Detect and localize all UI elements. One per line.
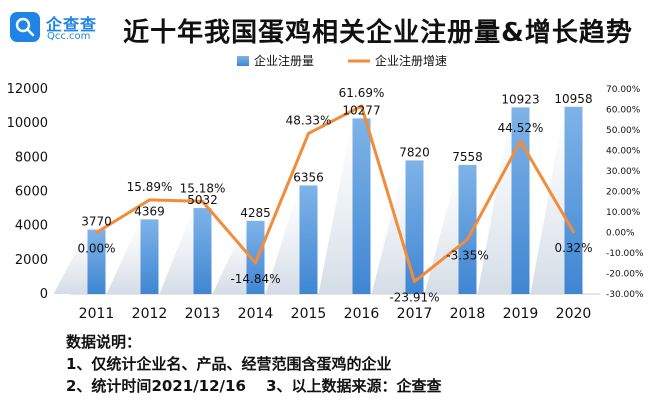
logo-mark-icon [10, 12, 40, 42]
growth-value-label: -14.84% [230, 272, 280, 286]
x-tick-label: 2018 [450, 306, 486, 322]
legend-bar-label: 企业注册量 [254, 53, 314, 68]
growth-value-label: -23.91% [389, 291, 439, 305]
y-left-tick-label: 10000 [7, 116, 48, 131]
y-right-tick-label: 10.00% [606, 208, 641, 218]
y-right-tick-label: 70.00% [606, 85, 641, 95]
bar-shadow [371, 160, 406, 294]
chart-title: 近十年我国蛋鸡相关企业注册量&增长趋势 [123, 18, 633, 48]
data-notes: 数据说明： 1、仅统计企业名、产品、经营范围含蛋鸡的企业 2、统计时间2021/… [66, 331, 442, 397]
growth-point [307, 131, 310, 135]
bar-value-label: 10277 [342, 103, 380, 117]
y-right-tick-label: 0.00% [606, 229, 635, 239]
bar-value-label: 5032 [187, 193, 218, 207]
notes-line-2: 2、统计时间2021/12/16 3、以上数据来源：企查查 [66, 377, 442, 395]
bar [511, 107, 530, 295]
x-tick-label: 2020 [556, 306, 592, 322]
bar-shadow [477, 107, 512, 295]
y-right-tick-label: -20.00% [606, 270, 644, 280]
x-tick-label: 2017 [397, 306, 433, 322]
logo-name-en: Qcc.com [47, 31, 91, 42]
legend: 企业注册量 企业注册增速 [237, 53, 447, 68]
y-left-tick-label: 4000 [15, 219, 48, 234]
y-left-tick-label: 0 [40, 287, 48, 302]
growth-point [201, 199, 204, 203]
growth-value-label: -3.35% [446, 248, 488, 262]
bar [299, 185, 318, 294]
bar [140, 219, 159, 294]
y-right-tick-label: -30.00% [606, 290, 644, 300]
data-labels: 3770 4369 5032 4285 6356 10277 7820 7558 10923 10… [77, 86, 592, 304]
growth-value-label: 15.18% [180, 181, 226, 195]
growth-point [466, 237, 469, 241]
y-right-tick-label: 30.00% [606, 167, 641, 177]
x-tick-label: 2014 [238, 306, 274, 322]
bar-shadow [265, 185, 300, 294]
bar-value-label: 10958 [554, 92, 592, 106]
bar-value-label: 7558 [452, 150, 483, 164]
bar-shadow [318, 118, 353, 294]
bar-shadow [530, 106, 565, 294]
growth-value-label: 44.52% [498, 121, 544, 135]
x-tick-label: 2015 [291, 306, 327, 322]
y-right-tick-label: -10.00% [606, 249, 644, 259]
legend-bar-swatch [237, 56, 249, 66]
line-series [95, 104, 575, 284]
growth-value-label: 61.69% [339, 86, 385, 100]
x-tick-label: 2016 [344, 306, 380, 322]
bar [246, 220, 265, 294]
growth-value-label: 48.33% [286, 113, 332, 127]
x-tick-label: 2013 [185, 306, 221, 322]
growth-value-label: 0.00% [77, 242, 115, 256]
x-tick-label: 2019 [503, 306, 539, 322]
y-left-tick-label: 12000 [7, 82, 48, 97]
bar [458, 164, 477, 294]
growth-point [519, 139, 522, 143]
logo-name-cn: 企查查 [46, 15, 98, 34]
bar-shadow [424, 164, 459, 294]
y-right-tick-label: 60.00% [606, 106, 641, 116]
growth-line [95, 104, 575, 284]
growth-value-label: 0.32% [554, 241, 592, 255]
growth-point [148, 198, 151, 202]
legend-line-label: 企业注册增速 [375, 53, 447, 68]
y-right-tick-label: 40.00% [606, 147, 641, 157]
y-right-tick-label: 50.00% [606, 126, 641, 136]
bar [564, 106, 583, 294]
brand-logo: 企查查 Qcc.com [10, 10, 110, 46]
bar [193, 208, 212, 294]
bar-shadow [159, 208, 194, 294]
growth-point [360, 104, 363, 108]
bar-value-label: 4369 [134, 204, 165, 218]
growth-point [95, 231, 98, 234]
y-right-tick-label: 20.00% [606, 188, 641, 198]
bar-shadow [106, 219, 141, 294]
y-left-tick-label: 6000 [15, 185, 48, 200]
x-tick-label: 2012 [132, 306, 168, 322]
bar [87, 229, 106, 294]
chart-svg: 企业注册量 企业注册增速 0 2000 4000 6000 8000 10000 12000 7… [7, 53, 644, 322]
growth-value-label: 15.89% [127, 180, 173, 194]
growth-point [572, 230, 575, 234]
bar-value-label: 10923 [501, 92, 539, 106]
growth-point [413, 280, 416, 284]
y-left-tick-label: 2000 [15, 253, 48, 268]
bar [405, 160, 424, 294]
notes-heading: 数据说明： [66, 333, 142, 351]
bar-series [53, 106, 583, 295]
y-left-tick-label: 8000 [15, 150, 48, 165]
x-tick-label: 2011 [79, 306, 115, 322]
bar-shadow [212, 220, 247, 294]
bar-value-label: 3770 [81, 215, 112, 229]
growth-point [254, 261, 257, 265]
bar-value-label: 6356 [293, 170, 324, 184]
bar-value-label: 7820 [399, 145, 430, 159]
axes: 0 2000 4000 6000 8000 10000 12000 70.00% 60.00% 5… [7, 82, 644, 322]
notes-line-1: 1、仅统计企业名、产品、经营范围含蛋鸡的企业 [66, 355, 392, 373]
bar-value-label: 4285 [240, 206, 271, 220]
bar-shadow [53, 229, 88, 294]
bar [352, 118, 371, 294]
